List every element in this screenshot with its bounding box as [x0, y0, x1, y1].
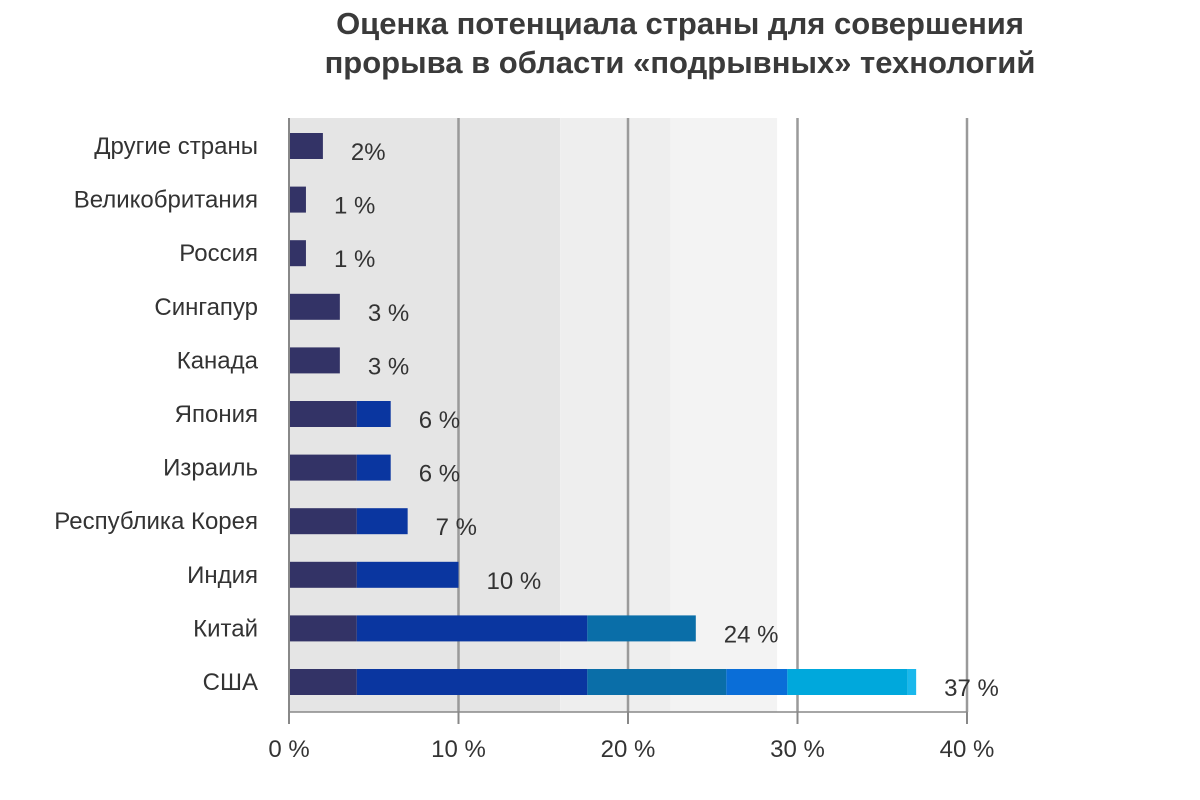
- category-label-8: Индия: [187, 562, 258, 589]
- bar-5: [289, 401, 391, 427]
- bars: [289, 133, 917, 695]
- category-label-0: Другие страны: [94, 133, 258, 160]
- bar-segment-6-0: [289, 454, 357, 481]
- bar-0: [289, 133, 323, 159]
- chart-title: Оценка потенциала страны для совершения …: [0, 4, 1200, 82]
- x-tick-label-10: 10 %: [431, 736, 486, 763]
- bar-segment-5-1: [356, 401, 391, 427]
- bar-7: [289, 508, 408, 535]
- bar-segment-9-1: [356, 615, 588, 642]
- bar-segment-3-0: [289, 293, 340, 320]
- value-label-4: 3 %: [368, 353, 409, 380]
- chart-title-line-2: прорыва в области «подрывных» технологий: [324, 45, 1036, 80]
- x-tick-labels: 0 % 10 % 20 % 30 % 40 %: [268, 736, 994, 763]
- category-label-2: Россия: [179, 240, 258, 267]
- value-label-10: 37 %: [944, 675, 999, 702]
- bar-8: [289, 561, 459, 588]
- bar-10: [289, 669, 917, 695]
- chart-title-line-1: Оценка потенциала страны для совершения: [336, 6, 1024, 41]
- category-label-4: Канада: [177, 347, 259, 374]
- bar-segment-10-0: [289, 669, 357, 695]
- bar-segment-10-2: [587, 669, 727, 695]
- bar-segment-0-0: [289, 133, 323, 159]
- background-bands: [289, 118, 967, 712]
- category-label-1: Великобритания: [74, 187, 258, 214]
- gridlines: [457, 118, 969, 712]
- value-label-7: 7 %: [436, 514, 477, 541]
- value-label-8: 10 %: [487, 568, 542, 595]
- category-label-10: США: [203, 669, 258, 696]
- value-label-6: 6 %: [419, 461, 460, 488]
- bar-segment-7-0: [289, 508, 357, 535]
- x-tick-label-40: 40 %: [940, 736, 995, 763]
- value-labels: 2% 1 % 1 % 3 % 3 % 6 % 6 % 7 % 10 % 24 % 37 %: [334, 139, 999, 702]
- bar-segment-10-5: [907, 669, 917, 695]
- background-band-1: [560, 118, 671, 712]
- bar-segment-1-0: [289, 186, 306, 213]
- axes: [288, 118, 968, 724]
- bar-9: [289, 615, 696, 642]
- value-label-5: 6 %: [419, 407, 460, 434]
- bar-segment-7-1: [356, 508, 408, 535]
- bar-segment-9-0: [289, 615, 357, 642]
- x-tick-label-30: 30 %: [770, 736, 825, 763]
- background-band-3: [777, 118, 967, 712]
- category-label-5: Япония: [175, 401, 258, 428]
- category-label-7: Республика Корея: [54, 508, 258, 535]
- bar-4: [289, 347, 340, 374]
- bar-segment-4-0: [289, 347, 340, 374]
- bar-3: [289, 293, 340, 320]
- bar-2: [289, 240, 306, 267]
- value-label-1: 1 %: [334, 193, 375, 220]
- category-label-3: Сингапур: [154, 294, 258, 321]
- bar-segment-10-4: [787, 669, 908, 695]
- category-label-6: Израиль: [163, 455, 258, 482]
- bar-segment-8-0: [289, 561, 357, 588]
- x-tick-label-20: 20 %: [601, 736, 656, 763]
- x-tick-label-0: 0 %: [268, 736, 309, 763]
- bar-6: [289, 454, 391, 481]
- bar-segment-5-0: [289, 401, 357, 427]
- value-label-0: 2%: [351, 139, 386, 166]
- bar-segment-10-3: [726, 669, 788, 695]
- bar-1: [289, 186, 306, 213]
- bar-segment-9-2: [587, 615, 696, 642]
- value-label-2: 1 %: [334, 246, 375, 273]
- category-label-9: Китай: [193, 615, 258, 642]
- bar-segment-8-1: [356, 561, 459, 588]
- bar-segment-10-1: [356, 669, 588, 695]
- value-label-3: 3 %: [368, 300, 409, 327]
- category-labels: Другие страны Великобритания Россия Сингапу…: [54, 133, 258, 696]
- bar-segment-6-1: [356, 454, 391, 481]
- value-label-9: 24 %: [724, 621, 779, 648]
- bar-segment-2-0: [289, 240, 306, 267]
- background-band-2: [670, 118, 778, 712]
